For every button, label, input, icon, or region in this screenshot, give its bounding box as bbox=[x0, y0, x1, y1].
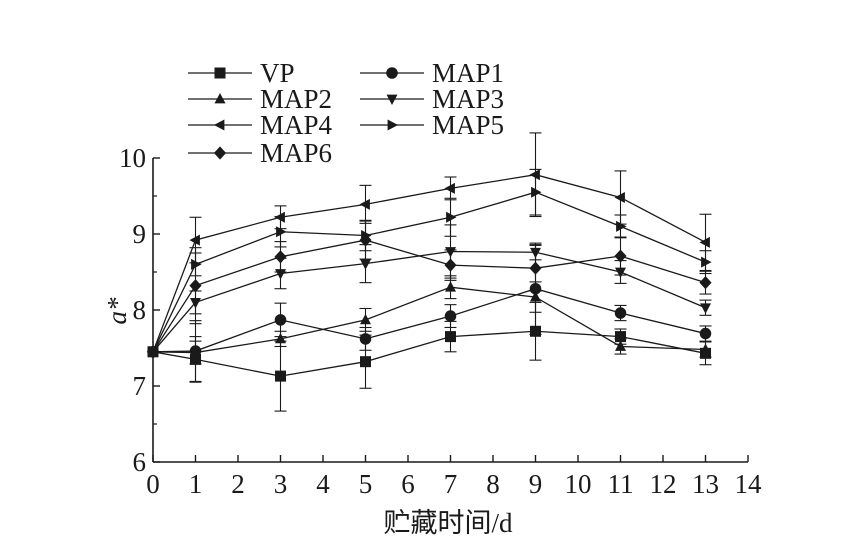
legend-marker-map3 bbox=[386, 94, 398, 106]
data-point-map6 bbox=[529, 261, 542, 275]
data-point-map5 bbox=[191, 258, 202, 270]
data-point-map2 bbox=[360, 313, 371, 325]
x-tick-label: 13 bbox=[692, 469, 719, 499]
x-tick-label: 4 bbox=[316, 469, 330, 499]
data-point-map3 bbox=[275, 269, 286, 280]
data-point-map4 bbox=[359, 198, 370, 210]
legend-label-map2: MAP2 bbox=[260, 84, 332, 114]
data-point-map3 bbox=[530, 247, 541, 259]
data-point-map6 bbox=[359, 233, 372, 247]
legend-marker-map1 bbox=[386, 67, 398, 79]
y-tick-label: 7 bbox=[133, 371, 147, 401]
data-point-vp bbox=[360, 356, 371, 368]
data-point-map5 bbox=[531, 186, 542, 198]
data-point-map1 bbox=[614, 307, 627, 319]
legend: VP MAP1 MAP2 MAP3 MAP4 MAP5 MAP6 bbox=[188, 58, 504, 168]
data-point-map1 bbox=[529, 282, 542, 295]
data-point-map3 bbox=[615, 267, 626, 279]
data-point-map4 bbox=[614, 192, 625, 204]
x-tick-label: 11 bbox=[608, 469, 634, 499]
x-axis-title: 贮藏时间/d bbox=[383, 508, 513, 538]
legend-label-map5: MAP5 bbox=[432, 110, 504, 140]
legend-label-vp: VP bbox=[260, 58, 295, 88]
data-point-vp bbox=[190, 353, 201, 365]
data-point-map2 bbox=[445, 281, 456, 292]
data-point-map5 bbox=[446, 211, 457, 223]
data-point-map6 bbox=[274, 250, 287, 264]
x-tick-label: 10 bbox=[565, 469, 592, 499]
data-point-map1 bbox=[444, 310, 457, 322]
x-tick-label: 7 bbox=[444, 469, 458, 499]
data-point-map3 bbox=[190, 298, 201, 309]
data-point-vp bbox=[615, 331, 626, 343]
data-point-map3 bbox=[360, 259, 371, 270]
data-point-map5 bbox=[701, 256, 712, 268]
data-point-map4 bbox=[529, 169, 540, 181]
data-point-map2 bbox=[700, 343, 711, 354]
data-point-map2 bbox=[615, 340, 626, 351]
legend-marker-map4 bbox=[213, 119, 225, 131]
data-point-map3 bbox=[445, 247, 456, 258]
legend-marker-map6 bbox=[213, 146, 227, 160]
y-tick-label: 6 bbox=[133, 447, 147, 477]
data-point-map4 bbox=[699, 236, 710, 248]
data-point-map5 bbox=[616, 220, 627, 232]
data-point-map6 bbox=[146, 345, 160, 359]
data-point-map4 bbox=[189, 234, 200, 246]
x-tick-label: 6 bbox=[401, 469, 415, 499]
x-tick-label: 14 bbox=[735, 469, 763, 499]
x-tick-label: 2 bbox=[231, 469, 245, 499]
data-point-map6 bbox=[189, 279, 202, 293]
series-line-map6 bbox=[152, 239, 706, 353]
series-line-map5 bbox=[152, 191, 706, 353]
x-tick-label: 12 bbox=[650, 469, 677, 499]
series-lines bbox=[152, 174, 706, 377]
data-point-vp bbox=[530, 325, 541, 337]
error-bars bbox=[189, 132, 712, 412]
x-tick-label: 9 bbox=[529, 469, 543, 499]
data-point-map6 bbox=[699, 276, 712, 290]
data-point-map2 bbox=[190, 346, 201, 357]
x-tick-label: 0 bbox=[146, 469, 160, 499]
series-line-map1 bbox=[152, 288, 706, 353]
series-line-map4 bbox=[152, 174, 706, 353]
y-tick-label: 10 bbox=[119, 143, 146, 173]
data-point-map3 bbox=[700, 303, 711, 314]
x-tick-label: 5 bbox=[359, 469, 373, 499]
data-point-map4 bbox=[274, 211, 285, 223]
legend-label-map6: MAP6 bbox=[260, 138, 332, 168]
data-point-map2 bbox=[275, 332, 286, 344]
data-point-map4 bbox=[444, 182, 455, 194]
y-tick-label: 8 bbox=[133, 295, 147, 325]
legend-marker-vp bbox=[214, 67, 226, 79]
y-tick-label: 9 bbox=[133, 219, 147, 249]
legend-label-map4: MAP4 bbox=[260, 110, 333, 140]
data-point-map1 bbox=[359, 333, 372, 345]
legend-marker-map5 bbox=[387, 119, 399, 131]
series-line-vp bbox=[152, 330, 706, 377]
legend-label-map3: MAP3 bbox=[432, 84, 504, 114]
data-point-map1 bbox=[274, 314, 287, 326]
data-point-map6 bbox=[444, 258, 457, 272]
legend-label-map1: MAP1 bbox=[432, 58, 504, 88]
data-point-map5 bbox=[276, 226, 287, 238]
data-point-map6 bbox=[614, 249, 627, 263]
data-point-vp bbox=[445, 331, 456, 343]
data-point-vp bbox=[275, 370, 286, 382]
data-point-map2 bbox=[530, 291, 541, 302]
y-axis-title: a* bbox=[102, 297, 132, 325]
legend-marker-map2 bbox=[214, 92, 226, 104]
x-tick-label: 1 bbox=[189, 469, 203, 499]
x-tick-label: 8 bbox=[486, 469, 500, 499]
x-tick-label: 3 bbox=[274, 469, 288, 499]
series-line-map3 bbox=[152, 250, 706, 353]
data-markers bbox=[146, 169, 712, 382]
data-point-map1 bbox=[699, 327, 712, 340]
series-line-map2 bbox=[152, 286, 706, 354]
